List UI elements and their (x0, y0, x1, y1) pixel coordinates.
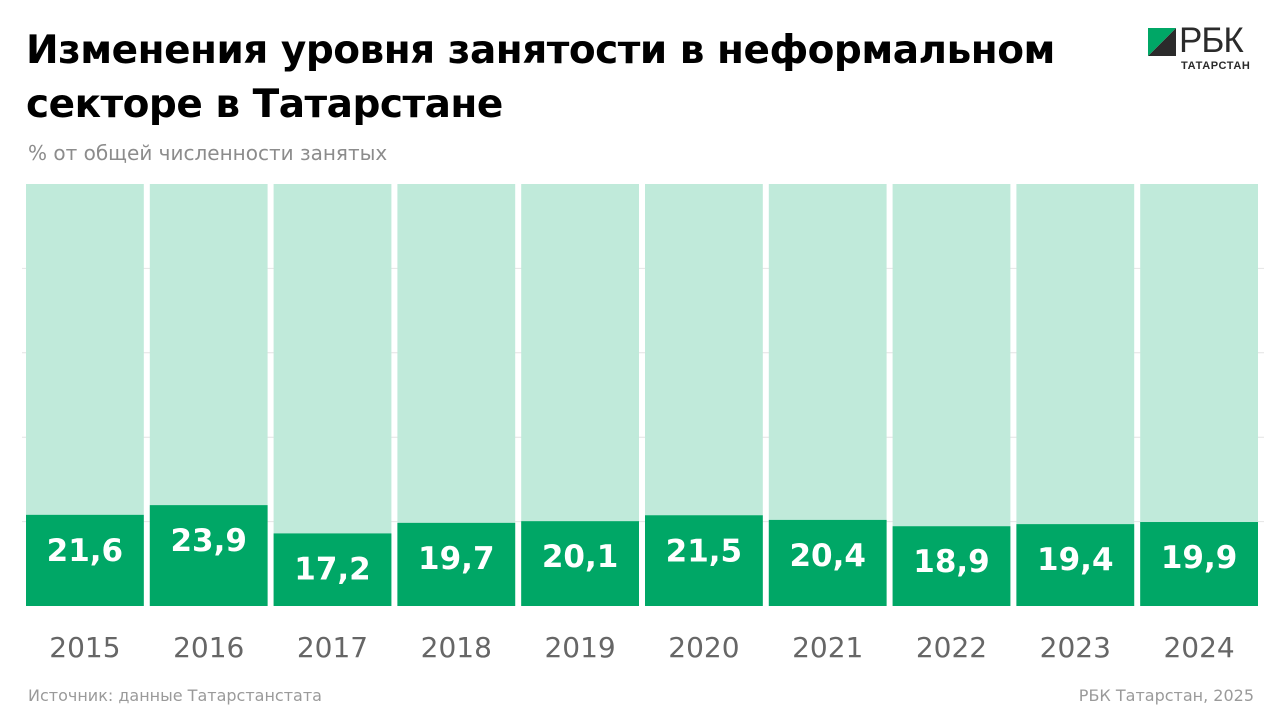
x-tick-label: 2023 (1040, 631, 1111, 664)
bar-2019 (521, 521, 639, 606)
bar-2018 (397, 522, 516, 606)
bar-2015 (26, 514, 144, 606)
x-tick-label: 2015 (49, 631, 120, 664)
bar-2017 (273, 533, 392, 606)
bar-value-label: 21,6 (47, 533, 124, 569)
rbc-logo-mark-icon (1148, 28, 1176, 56)
rbc-logo-text: РБК (1179, 21, 1244, 60)
x-tick-label: 2021 (792, 631, 863, 664)
x-tick-label: 2022 (916, 631, 987, 664)
bar-value-label: 18,9 (913, 544, 990, 580)
bar-value-label: 21,5 (666, 533, 743, 569)
bar-value-label: 17,2 (294, 551, 371, 587)
bar-value-label: 19,7 (418, 541, 495, 577)
x-tick-label: 2019 (544, 631, 615, 664)
rbc-logo: РБК ТАТАРСТАН (1148, 22, 1258, 76)
x-tick-label: 2024 (1163, 631, 1234, 664)
credit-note: РБК Татарстан, 2025 (1078, 686, 1254, 705)
bar-value-label: 23,9 (170, 523, 247, 559)
rbc-logo-subtitle: ТАТАРСТАН (1181, 60, 1251, 72)
bar-value-label: 20,1 (542, 539, 619, 575)
bar-value-label: 20,4 (789, 538, 866, 574)
x-tick-label: 2020 (668, 631, 739, 664)
source-note: Источник: данные Татарстанстата (28, 686, 322, 705)
bar-2024 (1140, 522, 1258, 606)
x-tick-label: 2016 (173, 631, 244, 664)
bar-2016 (149, 505, 268, 606)
x-tick-label: 2017 (297, 631, 368, 664)
bar-2020 (645, 515, 763, 606)
bar-2023 (1016, 524, 1135, 606)
bar-value-label: 19,9 (1161, 540, 1238, 576)
bar-value-label: 19,4 (1037, 542, 1114, 578)
bar-2021 (768, 519, 887, 606)
bar-2022 (892, 526, 1011, 606)
chart-title: Изменения уровня занятости в неформально… (26, 28, 1055, 127)
chart-subtitle: % от общей численности занятых (28, 141, 388, 165)
x-tick-label: 2018 (421, 631, 492, 664)
